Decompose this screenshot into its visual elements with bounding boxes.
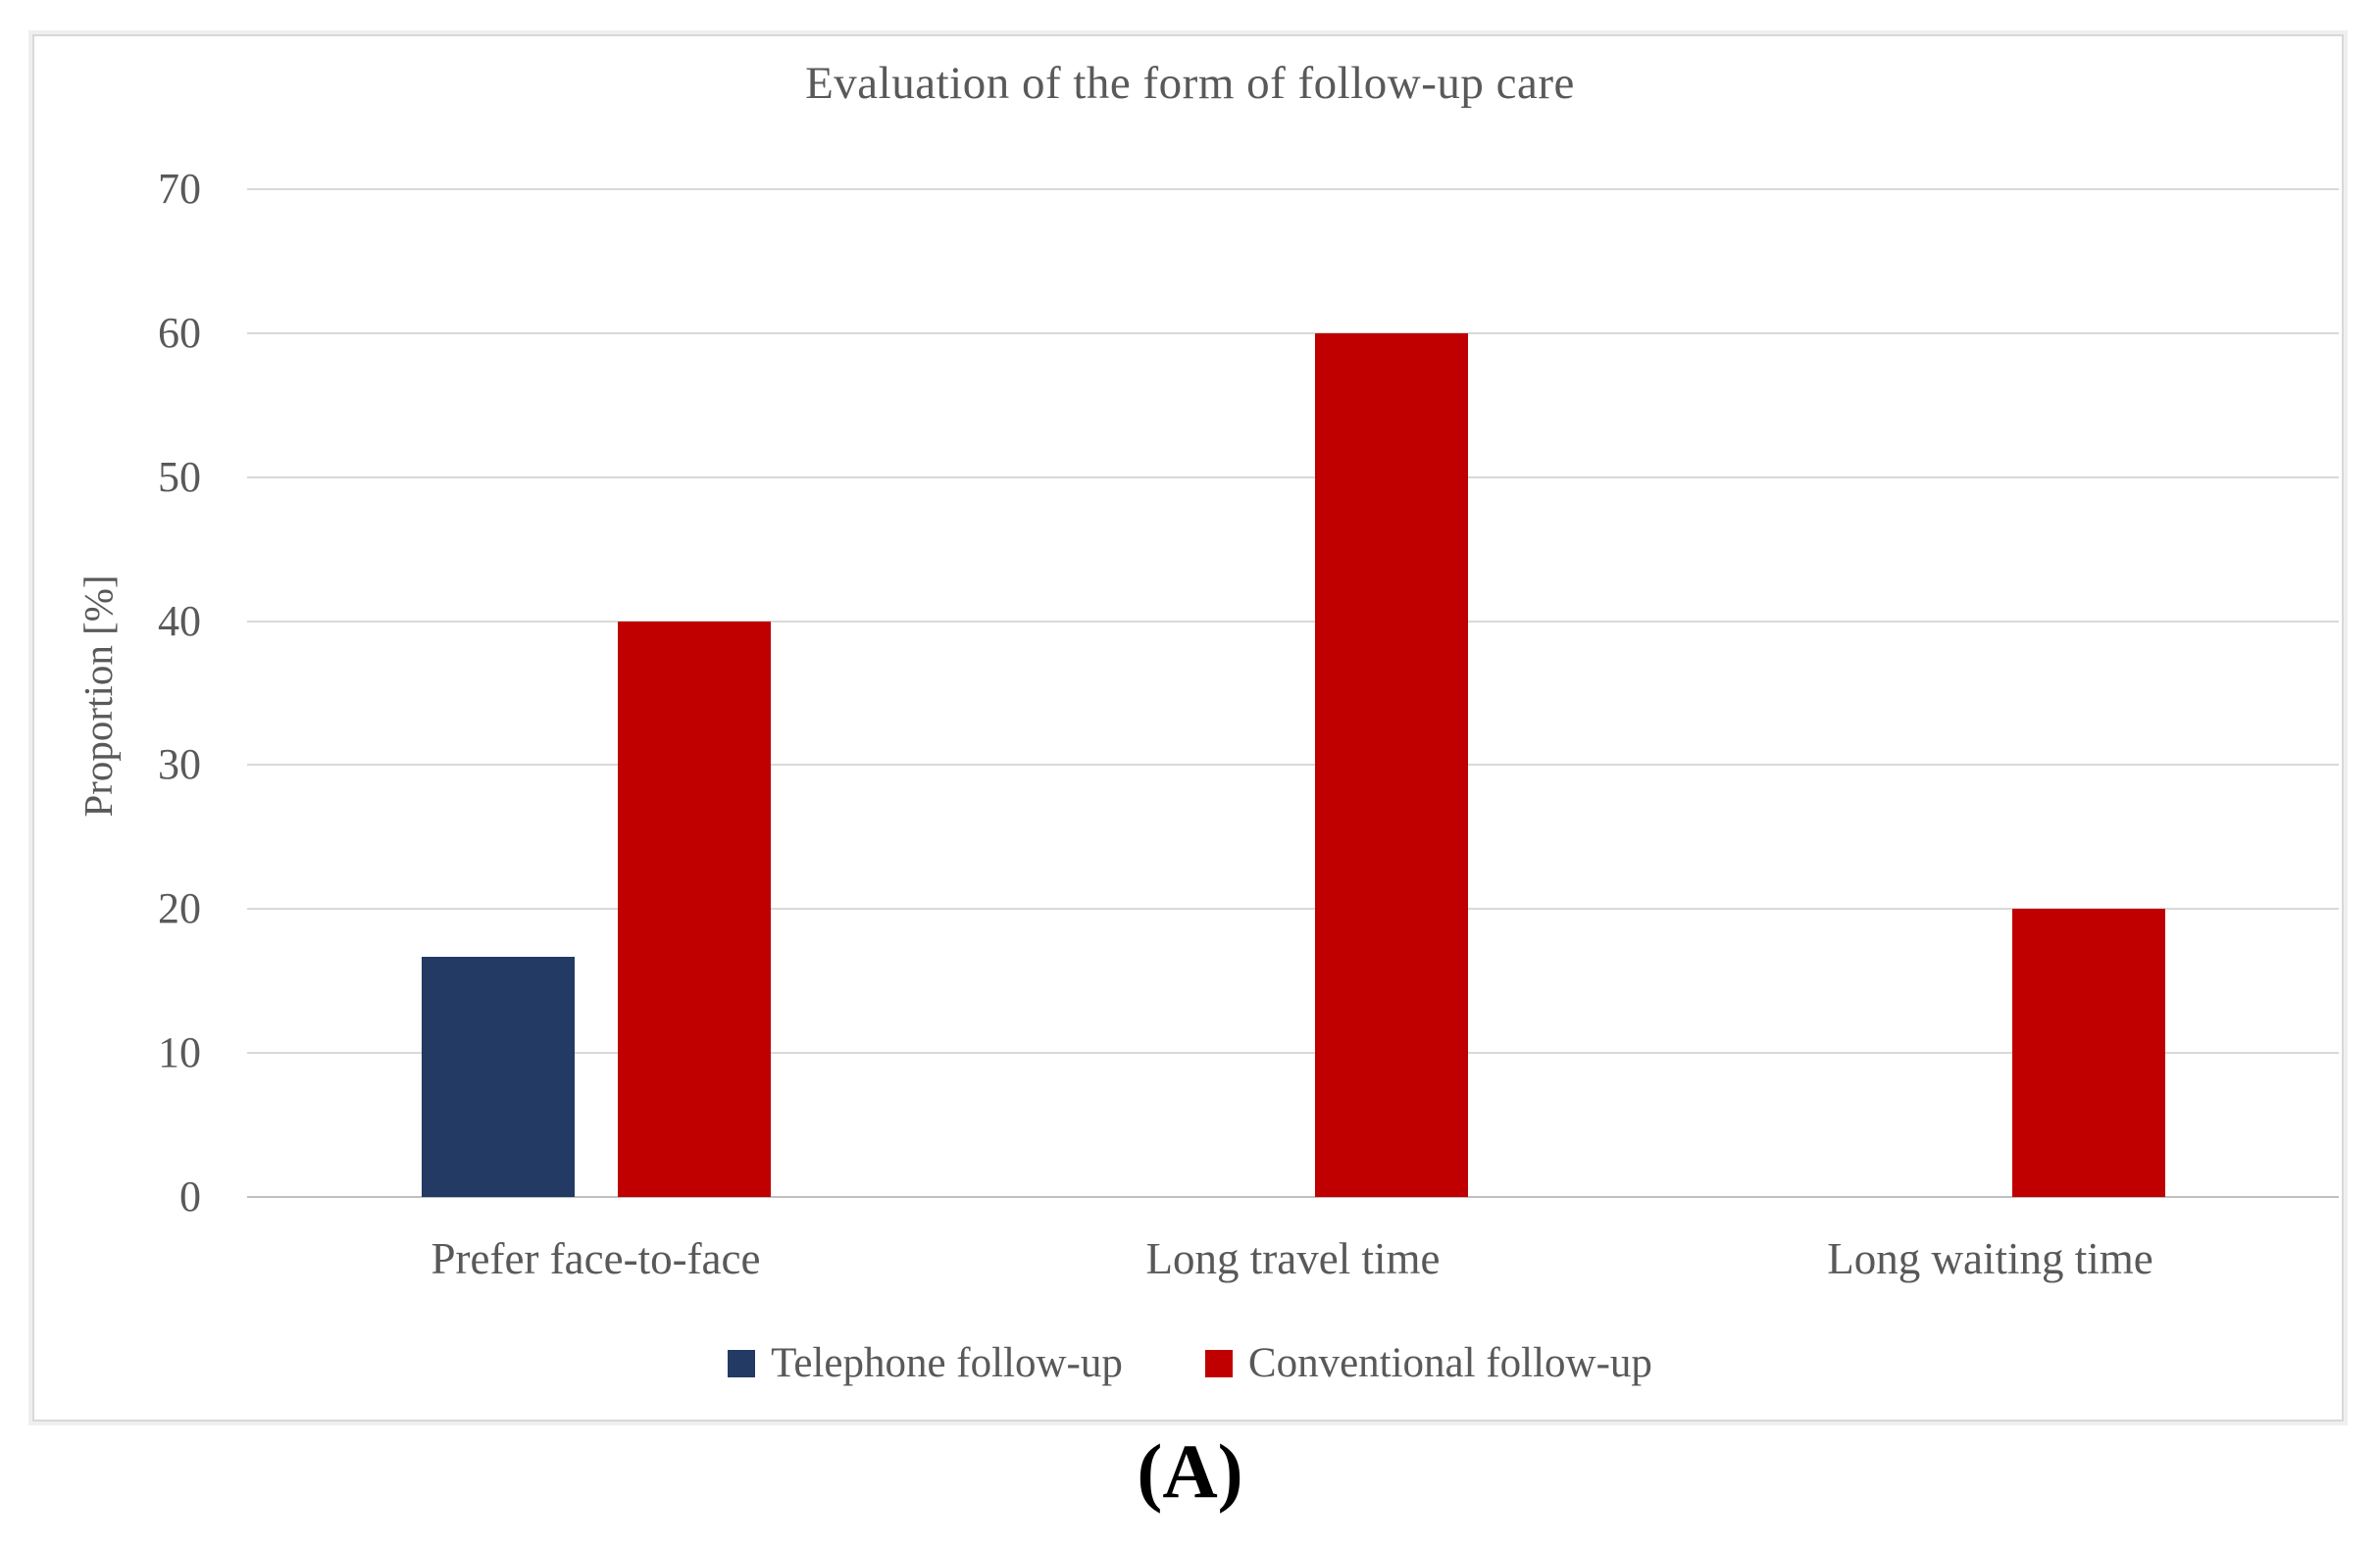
- legend-color-swatch: [728, 1349, 756, 1377]
- y-tick-label: 30: [158, 740, 201, 789]
- category-group: [1642, 189, 2339, 1197]
- legend-item: Telephone follow-up: [728, 1339, 1123, 1387]
- category-group: [944, 189, 1642, 1197]
- bar-conventional-follow-up: [2011, 909, 2165, 1197]
- category-group: [247, 189, 944, 1197]
- gridline: 40: [158, 599, 2339, 642]
- bar-telephone-follow-up: [421, 956, 575, 1197]
- chart-frame: [32, 34, 2344, 1421]
- y-tick-label: 40: [158, 596, 201, 645]
- x-category-label: Prefer face-to-face: [430, 1234, 761, 1283]
- gridline: 50: [158, 455, 2339, 498]
- chart-title: Evaluation of the form of follow-up care: [805, 58, 1575, 109]
- y-tick-label: 20: [158, 884, 201, 933]
- gridline: 70: [158, 168, 2339, 211]
- legend-color-swatch: [1204, 1349, 1233, 1377]
- legend-item: Conventional follow-up: [1204, 1339, 1652, 1387]
- x-category-label: Long travel time: [1145, 1234, 1441, 1283]
- gridline: 10: [158, 1031, 2339, 1074]
- bar-conventional-follow-up: [617, 621, 771, 1197]
- plot-area: 0 10 20 30 40 50 60 70: [158, 168, 2339, 1219]
- y-tick-label: 60: [158, 308, 201, 357]
- y-axis-title: Proportion [%]: [76, 574, 121, 818]
- x-category-label: Long waiting time: [1827, 1234, 2153, 1283]
- legend: Telephone follow-up Conventional follow-u…: [0, 1339, 2380, 1387]
- gridline: 60: [158, 311, 2339, 354]
- gridline: 20: [158, 887, 2339, 930]
- legend-series-label: Conventional follow-up: [1247, 1340, 1652, 1386]
- gridline-baseline: 0: [179, 1175, 2339, 1219]
- bars-layer: [247, 189, 2339, 1197]
- y-tick-label: 50: [158, 452, 201, 501]
- bar-conventional-follow-up: [1314, 332, 1468, 1197]
- y-tick-label: 10: [158, 1028, 201, 1077]
- legend-series-label: Telephone follow-up: [771, 1340, 1123, 1386]
- figure-caption: (A): [1137, 1428, 1243, 1514]
- gridlines-layer: 0 10 20 30 40 50 60 70: [158, 168, 2339, 1219]
- y-tick-label: 0: [179, 1172, 201, 1221]
- y-tick-label: 70: [158, 165, 201, 213]
- gridline: 30: [158, 743, 2339, 786]
- x-axis-category-labels: Prefer face-to-face Long travel time Long …: [247, 1233, 2339, 1284]
